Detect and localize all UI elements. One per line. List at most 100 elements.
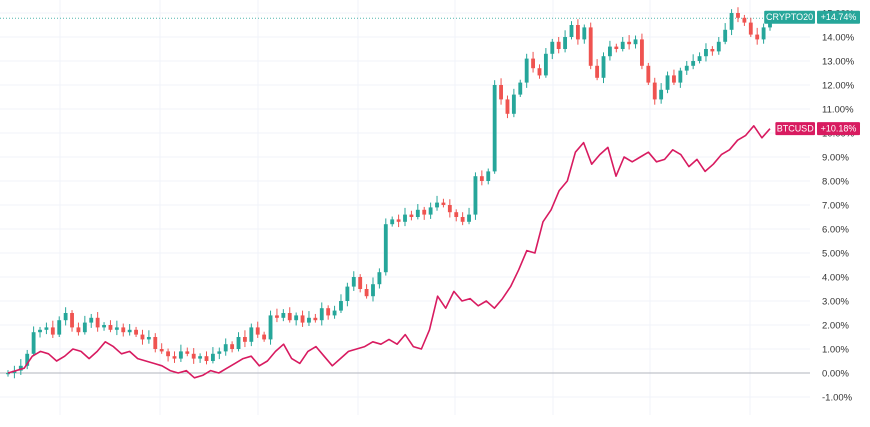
candle-body [44, 327, 49, 330]
candle-body [339, 301, 343, 311]
series-value-tag [817, 10, 860, 24]
candle-body [441, 202, 446, 205]
candle-body [467, 214, 471, 222]
candle-body [633, 39, 638, 45]
candle-body [262, 334, 267, 340]
candle-body [127, 329, 132, 333]
series-name-label: CRYPTO20 [766, 12, 813, 22]
candle-body [595, 65, 600, 78]
candle-body [191, 353, 196, 359]
candle-body [108, 325, 113, 330]
candle-body [460, 217, 465, 222]
candle-body [102, 325, 106, 328]
y-tick-label: 7.00% [822, 201, 849, 212]
candle-body [377, 272, 382, 285]
candle-body [396, 219, 401, 222]
candle-body [755, 34, 760, 40]
candle-body [275, 315, 279, 318]
y-axis-tick-labels: 15.00%14.00%13.00%12.00%11.00%10.00%9.00… [822, 9, 855, 404]
candle-body [729, 13, 734, 30]
candle-body [6, 373, 10, 375]
crypto20-candlestick-series [0, 7, 810, 379]
candle-body [524, 58, 529, 83]
candle-body [50, 327, 55, 335]
btcusd-line-series [7, 125, 771, 379]
candle-body [300, 315, 305, 323]
candle-body [210, 353, 215, 361]
y-tick-label: 14.00% [822, 33, 855, 44]
candle-body [255, 327, 260, 335]
candle-body [492, 85, 497, 172]
candle-body [691, 61, 696, 66]
candle-body [390, 219, 395, 225]
candle-body [556, 41, 561, 49]
candle-body [684, 65, 689, 71]
candle-body [326, 308, 331, 316]
candle-body [63, 313, 68, 321]
candle-body [358, 277, 363, 289]
series-name-label: BTCUSD [777, 124, 815, 134]
y-tick-label: 12.00% [822, 81, 855, 92]
candle-body [38, 329, 42, 333]
candle-body [473, 176, 478, 215]
candle-body [435, 202, 439, 208]
y-tick-label: 0.00% [822, 369, 849, 380]
candle-body [371, 284, 375, 297]
candle-body [249, 327, 254, 342]
candle-body [697, 56, 702, 61]
candle-body [518, 82, 523, 95]
candle-body [716, 41, 721, 52]
candle-body [307, 317, 311, 323]
candle-body [153, 337, 158, 349]
candle-body [428, 207, 433, 215]
candle-body [710, 49, 715, 52]
candle-body [166, 351, 171, 357]
candle-body [294, 315, 299, 321]
y-tick-label: 1.00% [822, 345, 849, 356]
candle-body [70, 313, 74, 328]
candle-body [185, 351, 190, 354]
candle-body [678, 70, 683, 83]
series-name-tag [764, 10, 815, 24]
candle-body [447, 205, 452, 213]
candle-body [537, 68, 542, 76]
candle-body [351, 277, 356, 287]
candle-body [409, 214, 414, 217]
candle-body [704, 49, 708, 57]
candle-body [543, 53, 548, 76]
candle-body [403, 214, 407, 222]
candle-body [415, 209, 420, 217]
candle-body [575, 25, 580, 40]
candle-body [140, 334, 145, 340]
candle-body [281, 313, 286, 318]
y-tick-label: 9.00% [822, 153, 849, 164]
candle-body [243, 337, 247, 342]
candle-body [723, 29, 728, 42]
candle-body [736, 13, 740, 18]
candle-body [31, 332, 36, 354]
candle-body [627, 41, 632, 45]
candle-body [268, 315, 273, 340]
candle-body [672, 75, 676, 83]
candle-body [345, 286, 350, 301]
candle-body [198, 356, 203, 359]
candle-body [607, 46, 612, 57]
candle-body [479, 176, 484, 181]
candle-body [236, 337, 241, 349]
candle-body [454, 212, 459, 217]
candle-body [748, 22, 753, 35]
candle-body [499, 85, 503, 100]
candle-body [319, 308, 324, 321]
candle-body [332, 310, 337, 316]
candle-body [614, 46, 619, 49]
y-tick-label: 6.00% [822, 225, 849, 236]
candle-body [601, 56, 606, 78]
candle-body [742, 17, 747, 23]
y-tick-label: 2.00% [822, 321, 849, 332]
y-tick-label: 11.00% [822, 105, 854, 116]
candle-body [217, 351, 222, 354]
candle-body [422, 209, 427, 215]
candle-body [159, 349, 164, 352]
candle-body [146, 337, 151, 340]
